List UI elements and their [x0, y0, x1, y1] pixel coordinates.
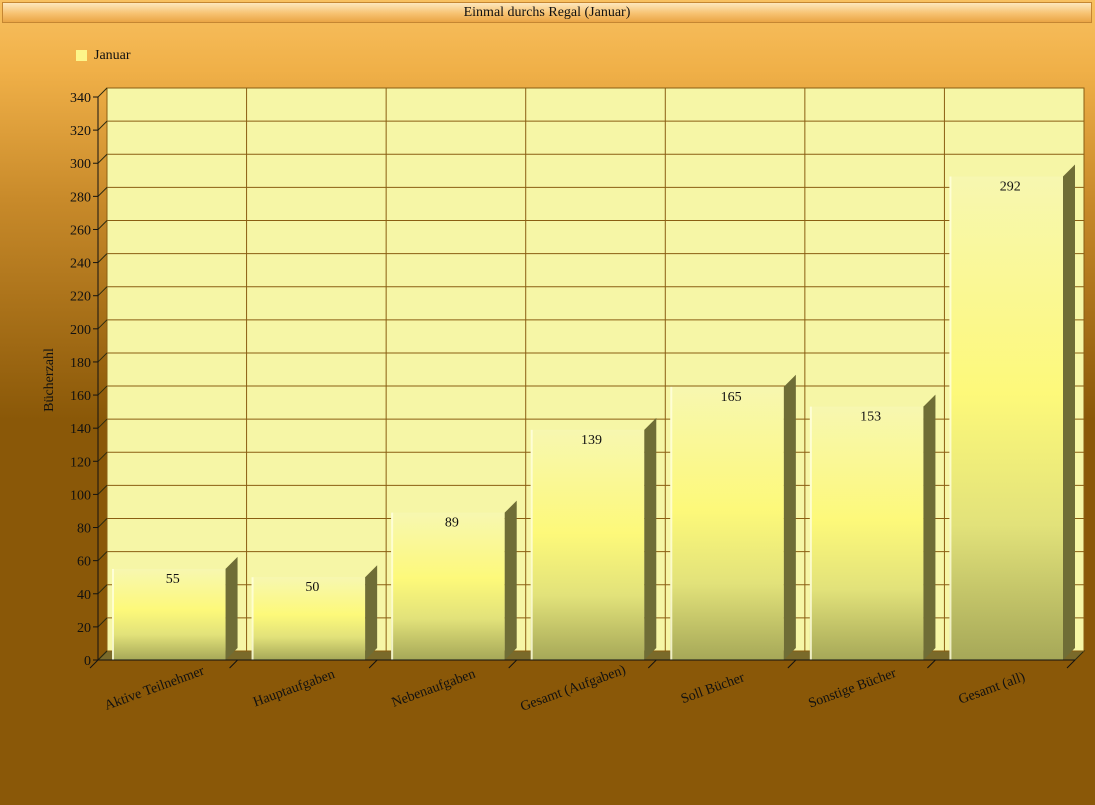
bar-side — [923, 394, 936, 660]
grid-line-y-wall — [97, 584, 108, 595]
bar-side — [225, 556, 238, 660]
bar-front — [530, 429, 645, 660]
x-tick-label: Aktive Teilnehmer — [103, 664, 207, 714]
x-tick-mark — [508, 659, 518, 669]
y-tick-label: 320 — [70, 124, 91, 139]
bar-front — [949, 176, 1063, 660]
grid-line-y-wall — [97, 352, 108, 363]
y-tick-label: 220 — [70, 290, 91, 305]
bar-highlight — [391, 512, 394, 660]
bar-gesamt-all: 292 — [949, 164, 1075, 660]
bar-side — [783, 374, 796, 660]
grid-line-y-wall — [97, 153, 108, 164]
grid-line-y-wall — [97, 385, 108, 396]
legend-label-januar: Januar — [94, 48, 131, 63]
y-tick-label: 60 — [77, 555, 91, 570]
bar-side — [1063, 164, 1075, 660]
y-tick-label: 340 — [70, 91, 91, 106]
bar-front — [391, 512, 505, 660]
y-tick-label: 120 — [70, 455, 91, 470]
bar-side — [644, 417, 657, 660]
bar-gesamt-aufgaben: 139 — [530, 417, 657, 660]
grid-line-y-wall — [97, 87, 108, 98]
bar-highlight — [809, 406, 812, 660]
grid-line-y-wall — [97, 220, 108, 230]
grid-line-y-wall — [97, 186, 108, 197]
y-tick-label: 260 — [70, 223, 91, 238]
grid-line-y-wall — [97, 650, 108, 661]
data-label: 153 — [860, 410, 881, 425]
x-tick-label: Gesamt (all) — [957, 670, 1028, 708]
data-label: 55 — [166, 572, 180, 587]
grid-line-y-wall — [97, 551, 108, 562]
x-tick-label: Sonstige Bücher — [807, 666, 899, 712]
grid-line-y-wall — [97, 286, 108, 297]
y-tick-label: 0 — [84, 654, 91, 669]
y-tick-label: 100 — [70, 488, 91, 503]
x-tick-mark — [927, 659, 936, 669]
data-label: 89 — [445, 516, 459, 531]
grid-line-y-wall — [97, 518, 108, 528]
x-tick-mark — [89, 659, 99, 669]
x-tick-mark — [229, 659, 238, 669]
grid-line-y-wall — [97, 418, 108, 429]
data-label: 292 — [1000, 179, 1021, 194]
x-tick-label: Soll Bücher — [679, 670, 747, 707]
grid-line-y-wall — [97, 485, 108, 495]
x-tick-label: Gesamt (Aufgaben) — [519, 663, 629, 715]
bar-highlight — [949, 176, 952, 660]
grid-line-y-wall — [97, 120, 108, 131]
y-tick-label: 40 — [77, 588, 91, 603]
chart-title: Einmal durchs Regal (Januar) — [463, 5, 631, 20]
grid-line-y-wall — [97, 617, 108, 628]
bar-sonstige-b-cher: 153 — [809, 394, 936, 660]
bar-soll-b-cher: 165 — [670, 374, 796, 660]
bar-hauptaufgaben: 50 — [251, 565, 378, 660]
bar-nebenaufgaben: 89 — [391, 500, 517, 660]
y-tick-label: 300 — [70, 157, 91, 172]
x-tick-mark — [787, 659, 797, 669]
y-tick-label: 80 — [77, 522, 91, 537]
y-tick-label: 240 — [70, 257, 91, 272]
y-tick-label: 200 — [70, 323, 91, 338]
bar-highlight — [670, 386, 673, 660]
grid-line-y-wall — [97, 319, 108, 330]
y-tick-label: 20 — [77, 621, 91, 636]
legend-swatch-januar — [76, 50, 87, 61]
data-label: 50 — [305, 580, 319, 595]
grid-line-y-wall — [97, 253, 108, 263]
data-label: 165 — [721, 390, 742, 405]
x-tick-mark — [647, 659, 657, 669]
bar-aktive-teilnehmer: 55 — [112, 556, 238, 660]
x-tick-mark — [1066, 659, 1076, 669]
bar-side — [365, 565, 378, 660]
x-tick-label: Nebenaufgaben — [390, 667, 478, 711]
y-tick-label: 180 — [70, 356, 91, 371]
bar-highlight — [530, 429, 533, 660]
chart-title-bar: Einmal durchs Regal (Januar) — [2, 2, 1092, 23]
x-tick-label: Hauptaufgaben — [251, 667, 337, 710]
grid-line-y-wall — [97, 451, 108, 462]
bar-front — [251, 577, 366, 660]
y-tick-label: 140 — [70, 422, 91, 437]
x-tick-mark — [368, 659, 378, 669]
bar-front — [112, 568, 226, 660]
y-tick-label: 280 — [70, 190, 91, 205]
data-label: 139 — [581, 433, 602, 448]
bar-side — [504, 500, 517, 660]
bar-highlight — [251, 577, 254, 660]
bar-highlight — [112, 568, 114, 660]
bar-front — [809, 406, 924, 660]
bar-front — [670, 386, 784, 660]
y-tick-label: 160 — [70, 389, 91, 404]
